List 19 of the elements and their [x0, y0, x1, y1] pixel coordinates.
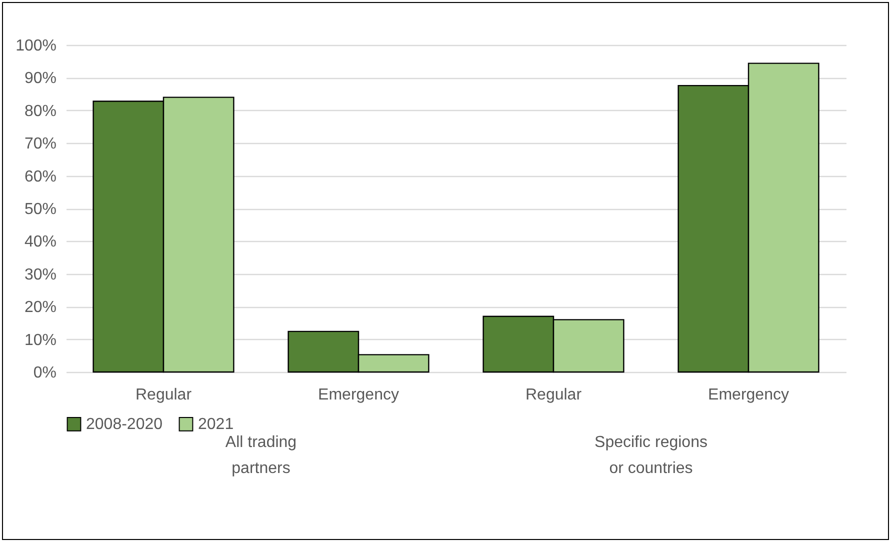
y-tick-label: 10%: [24, 332, 56, 349]
y-tick-label: 90%: [24, 70, 56, 88]
x-tick-label: Regular: [135, 386, 192, 404]
y-tick-label: 40%: [24, 234, 56, 251]
legend-label: 2021: [198, 416, 234, 434]
y-tick-label: 60%: [24, 168, 56, 186]
y-tick-label: 50%: [24, 201, 56, 218]
x-tick-label: Emergency: [708, 386, 789, 404]
text: Specific regions or countries: [594, 434, 708, 477]
legend-label: 2008-2020: [86, 416, 163, 434]
text: All trading partners: [225, 434, 297, 477]
x-tick-label: Emergency: [318, 386, 399, 404]
y-tick-label: 100%: [16, 38, 56, 54]
y-tick-label: 0%: [33, 364, 56, 382]
x-tick-label: Regular: [525, 386, 582, 404]
y-tick-label: 20%: [24, 299, 56, 316]
y-tick-label: 70%: [24, 136, 56, 153]
y-tick-label: 80%: [24, 102, 56, 120]
y-tick-label: 30%: [24, 266, 56, 284]
